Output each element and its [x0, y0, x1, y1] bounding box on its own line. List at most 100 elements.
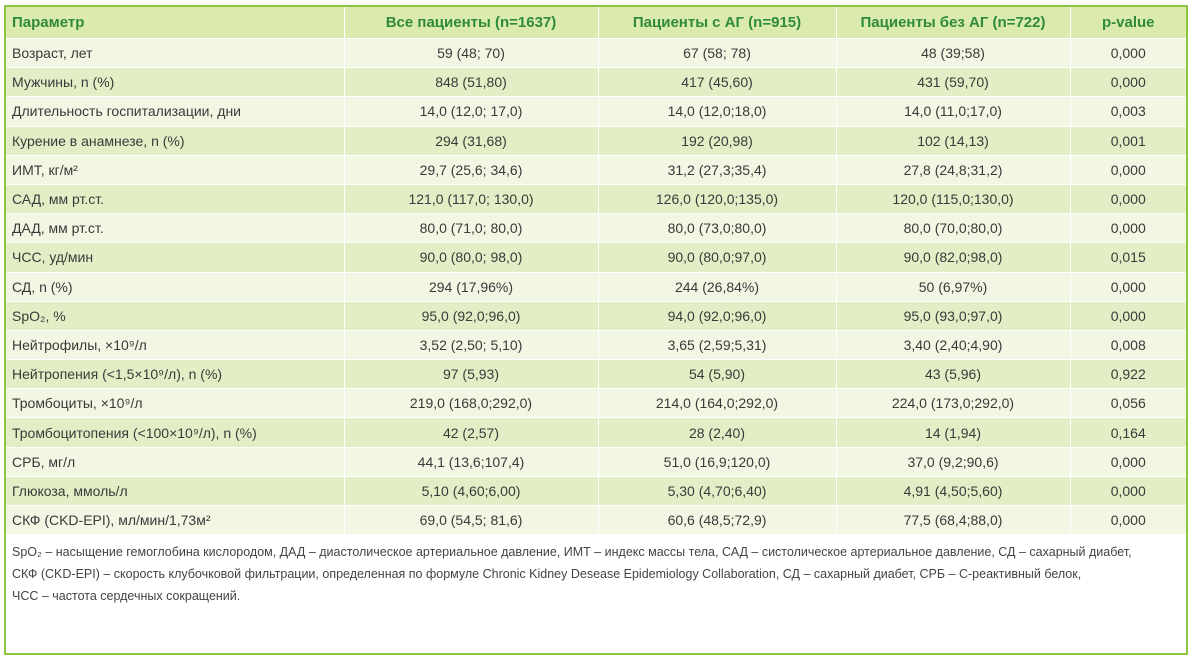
cell-without-ah: 431 (59,70)	[835, 67, 1070, 98]
cell-with-ah: 5,30 (4,70;6,40)	[597, 476, 836, 507]
cell-all-patients: 5,10 (4,60;6,00)	[343, 476, 598, 507]
table-row: Нейтропения (<1,5×10⁹/л), n (%) 97 (5,93)…	[6, 359, 1186, 390]
cell-p-value: 0,008	[1069, 330, 1186, 361]
header-p-value: p-value	[1069, 7, 1186, 39]
table-row: Тромбоциты, ×10⁹/л 219,0 (168,0;292,0) 214…	[6, 388, 1186, 419]
cell-without-ah: 90,0 (82,0;98,0)	[835, 242, 1070, 273]
cell-parameter: ДАД, мм рт.ст.	[6, 213, 344, 244]
cell-all-patients: 90,0 (80,0; 98,0)	[343, 242, 598, 273]
header-all-patients: Все пациенты (n=1637)	[343, 7, 598, 39]
cell-parameter: Курение в анамнезе, n (%)	[6, 126, 344, 156]
cell-parameter: Тромбоциты, ×10⁹/л	[6, 388, 344, 419]
cell-all-patients: 95,0 (92,0;96,0)	[343, 301, 598, 331]
cell-with-ah: 14,0 (12,0;18,0)	[597, 96, 836, 127]
cell-with-ah: 244 (26,84%)	[597, 272, 836, 302]
cell-with-ah: 54 (5,90)	[597, 359, 836, 390]
cell-without-ah: 224,0 (173,0;292,0)	[835, 388, 1070, 419]
cell-all-patients: 69,0 (54,5; 81,6)	[343, 505, 598, 536]
cell-all-patients: 44,1 (13,6;107,4)	[343, 447, 598, 477]
cell-with-ah: 60,6 (48,5;72,9)	[597, 505, 836, 536]
cell-all-patients: 294 (17,96%)	[343, 272, 598, 302]
cell-all-patients: 219,0 (168,0;292,0)	[343, 388, 598, 419]
table-row: ДАД, мм рт.ст. 80,0 (71,0; 80,0) 80,0 (73,…	[6, 213, 1186, 244]
cell-p-value: 0,000	[1069, 38, 1186, 69]
cell-p-value: 0,000	[1069, 272, 1186, 302]
cell-with-ah: 28 (2,40)	[597, 417, 836, 448]
table-row: Курение в анамнезе, n (%) 294 (31,68) 192 …	[6, 126, 1186, 156]
cell-without-ah: 3,40 (2,40;4,90)	[835, 330, 1070, 361]
cell-p-value: 0,000	[1069, 301, 1186, 331]
cell-parameter: ИМТ, кг/м²	[6, 155, 344, 185]
table-row: СКФ (CKD-EPI), мл/мин/1,73м² 69,0 (54,5; …	[6, 505, 1186, 536]
table-body: Возраст, лет 59 (48; 70) 67 (58; 78) 48 (39…	[6, 38, 1186, 536]
cell-without-ah: 48 (39;58)	[835, 38, 1070, 69]
table-row: Нейтрофилы, ×10⁹/л 3,52 (2,50; 5,10) 3,65 …	[6, 330, 1186, 361]
cell-without-ah: 43 (5,96)	[835, 359, 1070, 390]
cell-without-ah: 120,0 (115,0;130,0)	[835, 184, 1070, 215]
table-header: Параметр Все пациенты (n=1637) Пациенты …	[6, 7, 1186, 39]
cell-parameter: Возраст, лет	[6, 38, 344, 69]
cell-all-patients: 80,0 (71,0; 80,0)	[343, 213, 598, 244]
header-patients-with-ah: Пациенты с АГ (n=915)	[597, 7, 836, 39]
cell-parameter: Нейтрофилы, ×10⁹/л	[6, 330, 344, 361]
table-row: СД, n (%) 294 (17,96%) 244 (26,84%) 50 (6,9…	[6, 272, 1186, 302]
cell-without-ah: 27,8 (24,8;31,2)	[835, 155, 1070, 185]
cell-without-ah: 14,0 (11,0;17,0)	[835, 96, 1070, 127]
cell-parameter: SpO₂, %	[6, 301, 344, 331]
cell-with-ah: 214,0 (164,0;292,0)	[597, 388, 836, 419]
header-patients-without-ah: Пациенты без АГ (n=722)	[835, 7, 1070, 39]
cell-without-ah: 4,91 (4,50;5,60)	[835, 476, 1070, 507]
cell-without-ah: 37,0 (9,2;90,6)	[835, 447, 1070, 477]
cell-p-value: 0,056	[1069, 388, 1186, 419]
cell-all-patients: 14,0 (12,0; 17,0)	[343, 96, 598, 127]
table-row: СРБ, мг/л 44,1 (13,6;107,4) 51,0 (16,9;120…	[6, 447, 1186, 477]
table-row: Длительность госпитализации, дни 14,0 (12…	[6, 96, 1186, 127]
data-table: Параметр Все пациенты (n=1637) Пациенты …	[6, 7, 1186, 536]
cell-p-value: 0,015	[1069, 242, 1186, 273]
table-row: SpO₂, % 95,0 (92,0;96,0) 94,0 (92,0;96,0) 9…	[6, 301, 1186, 331]
table-frame: Параметр Все пациенты (n=1637) Пациенты …	[4, 5, 1188, 655]
cell-all-patients: 294 (31,68)	[343, 126, 598, 156]
cell-parameter: Длительность госпитализации, дни	[6, 96, 344, 127]
cell-p-value: 0,164	[1069, 417, 1186, 448]
cell-p-value: 0,003	[1069, 96, 1186, 127]
cell-parameter: Мужчины, n (%)	[6, 67, 344, 98]
cell-parameter: Тромбоцитопения (<100×10⁹/л), n (%)	[6, 417, 344, 448]
cell-without-ah: 14 (1,94)	[835, 417, 1070, 448]
cell-p-value: 0,000	[1069, 505, 1186, 536]
cell-without-ah: 102 (14,13)	[835, 126, 1070, 156]
cell-all-patients: 59 (48; 70)	[343, 38, 598, 69]
cell-parameter: СРБ, мг/л	[6, 447, 344, 477]
footnote-line: ЧСС – частота сердечных сокращений.	[12, 589, 241, 604]
cell-p-value: 0,001	[1069, 126, 1186, 156]
cell-parameter: СКФ (CKD-EPI), мл/мин/1,73м²	[6, 505, 344, 536]
cell-p-value: 0,000	[1069, 213, 1186, 244]
table-row: Тромбоцитопения (<100×10⁹/л), n (%) 42 (2…	[6, 417, 1186, 448]
footnote: SpO₂ – насыщение гемоглобина кислородом,…	[6, 535, 1186, 608]
cell-parameter: САД, мм рт.ст.	[6, 184, 344, 215]
cell-with-ah: 51,0 (16,9;120,0)	[597, 447, 836, 477]
cell-p-value: 0,922	[1069, 359, 1186, 390]
cell-parameter: Нейтропения (<1,5×10⁹/л), n (%)	[6, 359, 344, 390]
table-row: Возраст, лет 59 (48; 70) 67 (58; 78) 48 (39…	[6, 38, 1186, 69]
cell-with-ah: 80,0 (73,0;80,0)	[597, 213, 836, 244]
cell-all-patients: 848 (51,80)	[343, 67, 598, 98]
cell-without-ah: 95,0 (93,0;97,0)	[835, 301, 1070, 331]
cell-with-ah: 31,2 (27,3;35,4)	[597, 155, 836, 185]
cell-without-ah: 80,0 (70,0;80,0)	[835, 213, 1070, 244]
cell-without-ah: 50 (6,97%)	[835, 272, 1070, 302]
cell-all-patients: 3,52 (2,50; 5,10)	[343, 330, 598, 361]
cell-with-ah: 192 (20,98)	[597, 126, 836, 156]
cell-all-patients: 29,7 (25,6; 34,6)	[343, 155, 598, 185]
header-parameter: Параметр	[6, 7, 344, 39]
table-row: САД, мм рт.ст. 121,0 (117,0; 130,0) 126,0 …	[6, 184, 1186, 215]
table-row: Мужчины, n (%) 848 (51,80) 417 (45,60) 431 …	[6, 67, 1186, 98]
cell-with-ah: 67 (58; 78)	[597, 38, 836, 69]
footnote-line: СКФ (CKD-EPI) – скорость клубочковой фил…	[12, 567, 1082, 582]
table-row: ЧСС, уд/мин 90,0 (80,0; 98,0) 90,0 (80,0;9…	[6, 242, 1186, 273]
cell-p-value: 0,000	[1069, 67, 1186, 98]
cell-with-ah: 94,0 (92,0;96,0)	[597, 301, 836, 331]
cell-with-ah: 90,0 (80,0;97,0)	[597, 242, 836, 273]
table-row: Глюкоза, ммоль/л 5,10 (4,60;6,00) 5,30 (4,…	[6, 476, 1186, 507]
footnote-line: SpO₂ – насыщение гемоглобина кислородом,…	[12, 545, 1132, 560]
